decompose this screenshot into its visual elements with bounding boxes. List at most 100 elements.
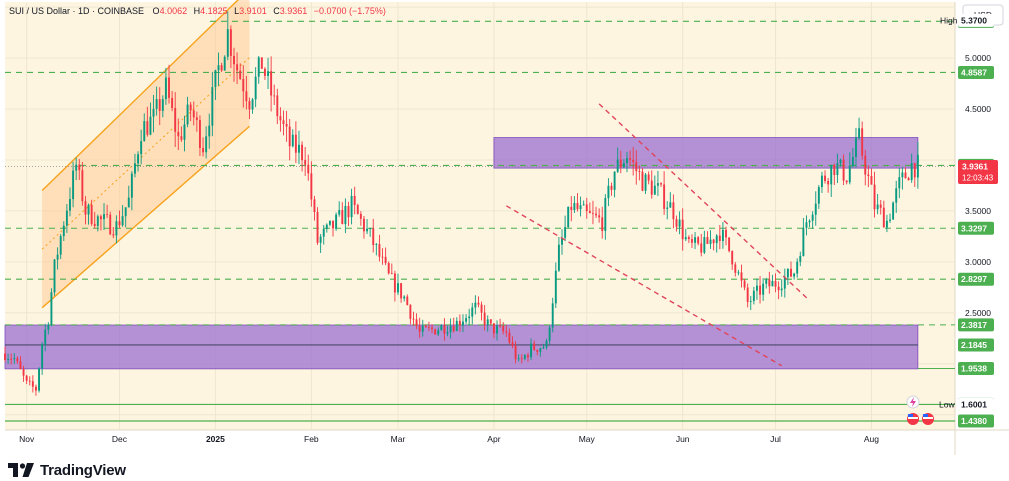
candle-body xyxy=(799,255,802,262)
candle-body xyxy=(898,177,901,189)
candle-body xyxy=(873,184,876,210)
candle-body xyxy=(548,327,551,341)
candle-body xyxy=(718,235,721,241)
time-tick-label: Jul xyxy=(770,434,781,444)
candle-body xyxy=(254,76,257,100)
candle-body xyxy=(492,323,495,334)
candle-body xyxy=(267,71,269,76)
candle-body xyxy=(412,318,415,320)
tradingview-footer[interactable]: TradingView xyxy=(8,460,126,480)
time-tick-label: Apr xyxy=(487,434,500,444)
candle-body xyxy=(220,65,223,71)
candle-body xyxy=(356,204,359,214)
candle-body xyxy=(480,304,483,313)
svg-text:SUI / US Dollar · 1D · COINBAS: SUI / US Dollar · 1D · COINBASE O4.0062 … xyxy=(9,6,386,16)
candle-body xyxy=(134,163,136,174)
level-tag-1.4380-bg xyxy=(958,414,994,428)
candle-body xyxy=(839,159,842,164)
horizontal-levels xyxy=(5,20,955,422)
candle-body xyxy=(270,71,273,96)
candle-body xyxy=(752,290,755,302)
level-tag-2.8297-bg xyxy=(958,272,994,286)
candle-body xyxy=(755,285,758,291)
level-tag-1.9538-text: 1.9538 xyxy=(961,363,987,373)
candle-body xyxy=(629,158,632,160)
candle-body xyxy=(514,345,517,360)
candle-body xyxy=(666,207,669,209)
candle-body xyxy=(109,214,112,235)
candle-body xyxy=(505,331,508,333)
candle-body xyxy=(533,343,536,350)
channel-upper-line xyxy=(41,0,239,192)
candle-body xyxy=(400,283,403,299)
candle-body xyxy=(440,325,443,331)
chart-area[interactable]: SUI / US Dollar · 1D · COINBASE O4.0062 … xyxy=(0,0,1009,455)
candle-body xyxy=(350,195,353,218)
candle-body xyxy=(715,235,718,244)
time-axis[interactable]: Nov Dec 2025 Feb Mar Apr May Jun Jul Aug xyxy=(19,434,879,444)
candle-body xyxy=(437,330,440,335)
candle-body xyxy=(112,234,115,236)
candle-body xyxy=(728,237,731,252)
candle-body xyxy=(72,170,75,200)
candle-body xyxy=(47,324,50,330)
candle-body xyxy=(539,348,542,352)
candle-body xyxy=(511,342,514,346)
candle-body xyxy=(313,199,316,213)
candle-body xyxy=(502,325,505,332)
candle-body xyxy=(916,154,919,178)
candle-body xyxy=(895,188,898,203)
candle-body xyxy=(721,229,724,241)
candle-body xyxy=(387,263,390,274)
price-chart[interactable]: SUI / US Dollar · 1D · COINBASE O4.0062 … xyxy=(0,0,1009,455)
candle-body xyxy=(403,296,406,299)
candle-body xyxy=(366,228,369,232)
flash-event-icon[interactable] xyxy=(906,395,920,409)
candle-body xyxy=(205,136,208,153)
candle-body xyxy=(820,175,823,188)
candle-body xyxy=(790,268,792,277)
candle-body xyxy=(861,128,864,156)
candle-body xyxy=(375,244,378,245)
candle-body xyxy=(889,219,891,221)
candle-body xyxy=(325,224,328,229)
candle-body xyxy=(827,181,830,185)
candle-body xyxy=(845,180,848,183)
candle-body xyxy=(211,87,214,126)
candle-body xyxy=(684,237,687,240)
candle-body xyxy=(576,203,579,210)
candle-body xyxy=(579,205,582,210)
candle-body xyxy=(149,116,152,135)
candle-body xyxy=(700,243,703,253)
candle-body xyxy=(691,239,693,243)
last-price-tag: 3.9361 12:03:43 xyxy=(958,159,998,184)
candle-body xyxy=(765,279,768,284)
candle-body xyxy=(585,204,588,212)
zone-rect-1 xyxy=(4,324,919,370)
candle-body xyxy=(811,214,814,221)
candle-body xyxy=(393,273,396,293)
level-tag-1.9538-bg xyxy=(958,361,994,375)
us-economic-event-icon-2[interactable] xyxy=(922,413,934,425)
candle-body xyxy=(421,325,424,332)
candle-body xyxy=(842,159,845,181)
candle-body xyxy=(248,101,251,110)
candle-body xyxy=(907,178,910,181)
candle-body xyxy=(208,125,211,137)
candles xyxy=(4,11,919,396)
candle-body xyxy=(443,325,446,334)
candle-body xyxy=(647,174,650,181)
candle-body xyxy=(882,207,885,228)
price-axis[interactable]: 5.0000 4.5000 3.5000 3.0000 2.5000 xyxy=(965,53,991,318)
level-tag-2.8297: 2.8297 xyxy=(958,272,994,286)
us-economic-event-icon[interactable] xyxy=(907,413,919,425)
candle-body xyxy=(808,220,811,223)
candle-body xyxy=(332,220,334,229)
low-value-tag-text: 1.6001 xyxy=(961,400,987,410)
candle-body xyxy=(307,164,310,174)
candle-body xyxy=(56,254,59,260)
high-value-tag: 5.3700 xyxy=(958,13,994,27)
candle-body xyxy=(613,171,616,190)
candle-body xyxy=(372,228,375,245)
candle-body xyxy=(660,183,662,185)
